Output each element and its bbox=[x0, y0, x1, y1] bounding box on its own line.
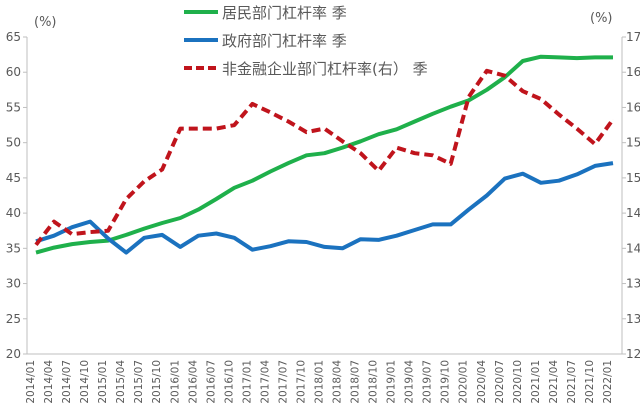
x-tick-label: 2017/07 bbox=[277, 360, 289, 404]
x-tick-label: 2019/04 bbox=[404, 360, 416, 404]
legend-label-household: 居民部门杠杆率 季 bbox=[222, 4, 347, 22]
legend-label-government: 政府部门杠杆率 季 bbox=[222, 32, 347, 50]
x-tick-label: 2019/01 bbox=[386, 360, 398, 404]
x-tick-label: 2019/10 bbox=[440, 360, 452, 404]
household-leverage-line bbox=[35, 54, 613, 255]
axes: 20 25 30 35 40 45 50 55 60 65 125 130 135 140 145 150 15… bbox=[6, 30, 640, 404]
x-tick-label: 2020/04 bbox=[476, 360, 488, 404]
nonfinancial-leverage-line bbox=[34, 68, 615, 247]
x-tick-label: 2019/07 bbox=[422, 360, 434, 404]
right-tick-label: 140 bbox=[626, 241, 640, 255]
x-tick-label: 2018/07 bbox=[350, 360, 362, 404]
x-tick-label: 2018/10 bbox=[368, 360, 380, 404]
x-tick-label: 2017/01 bbox=[241, 360, 253, 404]
x-tick-label: 2020/01 bbox=[458, 360, 470, 404]
x-tick-label: 2014/01 bbox=[25, 360, 37, 404]
x-tick-label: 2015/01 bbox=[97, 360, 109, 404]
legend: 居民部门杠杆率 季 政府部门杠杆率 季 非金融企业部门杠杆率(右） 季 bbox=[184, 4, 428, 78]
series-lines bbox=[34, 54, 615, 255]
x-tick-label: 2016/10 bbox=[223, 360, 235, 404]
right-tick-label: 130 bbox=[626, 312, 640, 326]
x-tick-label: 2016/01 bbox=[169, 360, 181, 404]
x-tick-label: 2020/07 bbox=[494, 360, 506, 404]
left-tick-label: 60 bbox=[6, 65, 21, 79]
x-tick-label: 2015/04 bbox=[115, 360, 127, 404]
left-tick-label: 50 bbox=[6, 136, 21, 150]
x-tick-label: 2016/04 bbox=[187, 360, 199, 404]
left-tick-label: 40 bbox=[6, 206, 21, 220]
right-tick-label: 160 bbox=[626, 100, 640, 114]
x-tick-label: 2014/07 bbox=[61, 360, 73, 404]
x-tick-label: 2021/01 bbox=[530, 360, 542, 404]
left-tick-label: 25 bbox=[6, 312, 21, 326]
left-tick-label: 65 bbox=[6, 30, 21, 44]
x-tick-label: 2015/07 bbox=[133, 360, 145, 404]
left-tick-label: 35 bbox=[6, 241, 21, 255]
right-tick-label: 135 bbox=[626, 277, 640, 291]
left-tick-label: 20 bbox=[6, 347, 21, 361]
x-tick-label: 2021/10 bbox=[584, 360, 596, 404]
x-tick-label: 2017/10 bbox=[295, 360, 307, 404]
x-tick-label: 2015/10 bbox=[151, 360, 163, 404]
legend-label-nonfinancial: 非金融企业部门杠杆率(右） 季 bbox=[222, 60, 428, 78]
right-axis-unit: (%) bbox=[590, 11, 613, 26]
x-tick-label: 2016/07 bbox=[205, 360, 217, 404]
left-tick-label: 45 bbox=[6, 171, 21, 185]
x-tick-label: 2020/10 bbox=[512, 360, 524, 404]
legend-item-household: 居民部门杠杆率 季 bbox=[184, 4, 347, 22]
right-tick-label: 155 bbox=[626, 136, 640, 150]
legend-item-nonfinancial: 非金融企业部门杠杆率(右） 季 bbox=[184, 60, 428, 78]
x-tick-label: 2022/01 bbox=[602, 360, 614, 404]
left-tick-label: 55 bbox=[6, 100, 21, 114]
x-tick-label: 2021/04 bbox=[548, 360, 560, 404]
right-tick-label: 165 bbox=[626, 65, 640, 79]
x-tick-label: 2014/10 bbox=[79, 360, 91, 404]
left-axis-unit: (%) bbox=[34, 15, 57, 30]
right-tick-label: 125 bbox=[626, 347, 640, 361]
legend-item-government: 政府部门杠杆率 季 bbox=[184, 32, 347, 50]
right-tick-label: 170 bbox=[626, 30, 640, 44]
x-tick-label: 2018/04 bbox=[332, 360, 344, 404]
x-tick-label: 2014/04 bbox=[43, 360, 55, 404]
x-tick-label: 2018/01 bbox=[314, 360, 326, 404]
right-tick-label: 145 bbox=[626, 206, 640, 220]
left-tick-label: 30 bbox=[6, 277, 21, 291]
right-tick-label: 150 bbox=[626, 171, 640, 185]
x-tick-label: 2021/07 bbox=[566, 360, 578, 404]
x-tick-label: 2017/04 bbox=[259, 360, 271, 404]
